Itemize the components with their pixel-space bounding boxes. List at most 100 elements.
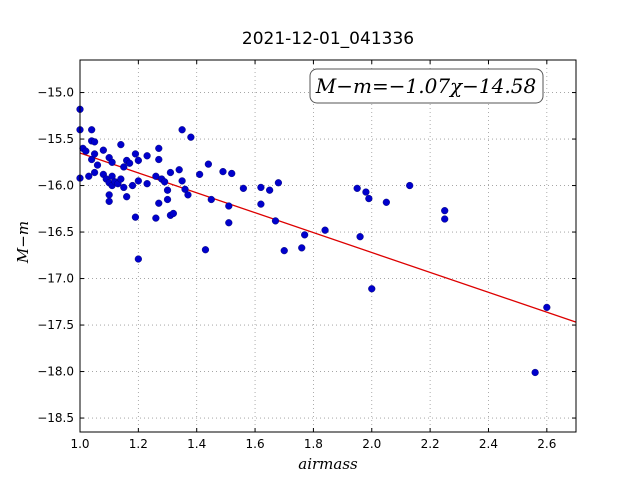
data-point xyxy=(228,169,236,178)
data-point xyxy=(90,150,99,158)
data-point xyxy=(225,219,233,227)
data-point xyxy=(163,195,172,204)
data-point xyxy=(181,185,189,193)
data-point xyxy=(169,209,177,218)
y-axis-ticks: −15.0 −15.5 −16.0 −16.5 −17.0 −17.5 −18.0 −18.5 xyxy=(37,86,576,425)
data-point xyxy=(93,161,102,169)
data-point xyxy=(134,156,142,165)
x-axis-label: airmass xyxy=(298,455,358,473)
y-tick-label: −17.5 xyxy=(37,318,74,332)
data-point xyxy=(155,155,163,164)
data-point xyxy=(543,303,551,311)
data-point xyxy=(155,199,163,207)
x-tick-label: 2.6 xyxy=(537,437,556,451)
data-point xyxy=(274,179,283,187)
data-point xyxy=(161,178,169,186)
data-point xyxy=(85,172,93,180)
data-point xyxy=(143,152,151,160)
data-point xyxy=(280,247,288,255)
plot-frame xyxy=(79,59,577,433)
data-point xyxy=(120,163,128,171)
data-point xyxy=(88,126,96,134)
data-point xyxy=(441,207,449,215)
data-point xyxy=(266,186,274,194)
x-tick-label: 1.4 xyxy=(187,437,206,451)
data-point xyxy=(406,181,414,190)
data-point xyxy=(108,172,116,180)
y-tick-label: −18.0 xyxy=(37,365,74,379)
data-point xyxy=(131,213,140,221)
data-point xyxy=(298,244,306,252)
data-point xyxy=(143,180,151,188)
data-point xyxy=(152,214,160,222)
data-point xyxy=(207,195,215,204)
data-point xyxy=(126,159,134,167)
data-point xyxy=(365,194,373,203)
data-point xyxy=(90,168,99,177)
data-point xyxy=(301,231,309,239)
data-point xyxy=(196,170,204,178)
data-point xyxy=(362,188,370,196)
data-point xyxy=(108,158,116,166)
x-tick-label: 1.0 xyxy=(70,437,89,451)
fit-equation-box: M−m=−1.07χ−14.58 xyxy=(309,68,544,104)
data-point xyxy=(382,198,390,206)
data-point xyxy=(257,200,265,208)
x-tick-label: 2.2 xyxy=(421,437,440,451)
data-point xyxy=(123,193,131,201)
data-point xyxy=(201,246,210,254)
data-point xyxy=(257,183,265,192)
x-tick-label: 2.0 xyxy=(362,437,381,451)
data-point xyxy=(117,141,125,149)
data-point xyxy=(152,172,160,180)
data-point xyxy=(99,146,107,154)
data-point xyxy=(184,191,192,199)
data-point xyxy=(88,155,96,164)
data-point xyxy=(178,126,186,134)
data-point xyxy=(134,177,142,185)
chart-title: 2021-12-01_041336 xyxy=(242,29,414,49)
data-point xyxy=(163,186,172,194)
data-point xyxy=(90,138,99,146)
y-axis-label: M−m xyxy=(14,221,32,264)
data-point xyxy=(105,197,113,205)
x-tick-label: 1.8 xyxy=(304,437,323,451)
data-point xyxy=(225,202,233,210)
data-point xyxy=(155,144,163,152)
data-point xyxy=(441,215,449,223)
y-tick-label: −16.0 xyxy=(37,179,74,193)
data-point xyxy=(134,255,142,263)
data-point xyxy=(356,233,364,241)
y-tick-label: −16.5 xyxy=(37,225,74,239)
y-tick-label: −15.0 xyxy=(37,86,74,100)
data-point xyxy=(353,184,361,192)
y-tick-label: −15.5 xyxy=(37,132,74,146)
data-point xyxy=(271,217,280,225)
fit-equation-frame xyxy=(309,68,544,104)
x-tick-label: 2.4 xyxy=(479,437,498,451)
data-point xyxy=(175,166,183,174)
data-point xyxy=(321,226,329,234)
data-point xyxy=(178,177,186,185)
y-tick-label: −17.0 xyxy=(37,272,74,286)
data-point xyxy=(105,191,113,199)
data-point xyxy=(531,368,539,377)
plot-background xyxy=(80,60,576,432)
x-tick-label: 1.2 xyxy=(129,437,148,451)
data-point xyxy=(120,183,128,192)
data-points xyxy=(76,105,551,377)
data-point xyxy=(239,184,247,192)
data-point xyxy=(117,175,125,183)
data-point xyxy=(166,168,175,177)
data-point xyxy=(128,181,137,190)
data-point xyxy=(219,168,227,176)
x-axis-ticks: 1.0 1.2 1.4 1.6 1.8 2.0 2.2 2.4 2.6 xyxy=(70,60,556,451)
data-point xyxy=(131,150,140,158)
data-point xyxy=(187,133,195,141)
fit-equation: M−m=−1.07χ−14.58 xyxy=(315,74,536,98)
data-point xyxy=(368,285,376,293)
data-point xyxy=(204,160,212,168)
x-tick-label: 1.6 xyxy=(246,437,265,451)
y-tick-label: −18.5 xyxy=(37,411,74,425)
